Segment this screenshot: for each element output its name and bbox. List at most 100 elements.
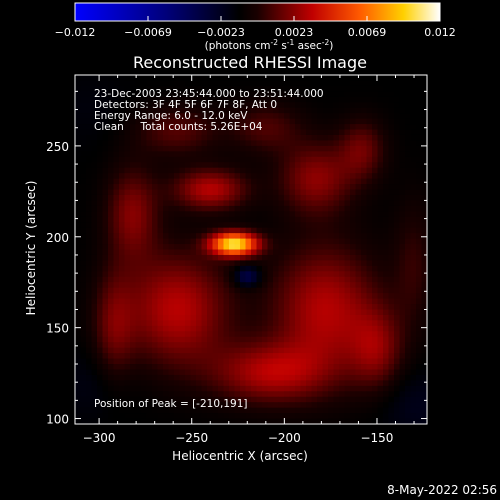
heatmap-cell [190, 189, 197, 196]
heatmap-cell [350, 227, 356, 234]
heatmap-cell [350, 260, 356, 267]
heatmap-cell [91, 254, 98, 261]
heatmap-cell [212, 222, 219, 229]
heatmap-cell [113, 129, 120, 136]
heatmap-cell [273, 391, 279, 398]
heatmap-cell [262, 129, 268, 136]
heatmap-cell [328, 260, 334, 267]
heatmap-cell [262, 265, 268, 272]
heatmap-cell [240, 369, 246, 376]
heatmap-cell [361, 145, 367, 152]
heatmap-cell [75, 162, 81, 169]
heatmap-cell [284, 140, 290, 147]
heatmap-cell [344, 347, 351, 354]
heatmap-cell [322, 140, 329, 147]
heatmap-cell [102, 260, 109, 267]
heatmap-cell [251, 374, 257, 381]
heatmap-cell [86, 342, 92, 349]
heatmap-cell [410, 282, 417, 289]
heatmap-cell [201, 200, 208, 207]
heatmap-cell [75, 336, 81, 343]
heatmap-cell [119, 227, 125, 234]
heatmap-cell [212, 96, 219, 103]
heatmap-cell [185, 222, 191, 229]
heatmap-cell [394, 211, 400, 218]
heatmap-cell [234, 227, 241, 234]
heatmap-cell [174, 205, 180, 212]
heatmap-cell [152, 244, 158, 250]
heatmap-cell [328, 189, 334, 196]
heatmap-cell [135, 260, 142, 267]
heatmap-cell [75, 233, 81, 239]
heatmap-cell [190, 75, 197, 81]
heatmap-cell [388, 380, 395, 387]
heatmap-cell [311, 331, 318, 338]
heatmap-cell [218, 124, 224, 130]
heatmap-cell [196, 113, 202, 120]
heatmap-cell [135, 194, 142, 201]
heatmap-cell [185, 216, 191, 223]
heatmap-cell [383, 402, 389, 409]
heatmap-cell [196, 145, 202, 152]
heatmap-cell [322, 347, 329, 354]
heatmap-cell [218, 211, 224, 218]
heatmap-cell [284, 167, 290, 174]
heatmap-cell [229, 385, 235, 392]
heatmap-cell [91, 113, 98, 120]
heatmap-cell [80, 391, 87, 398]
heatmap-cell [91, 402, 98, 409]
heatmap-cell [174, 156, 180, 163]
heatmap-cell [322, 91, 329, 98]
heatmap-cell [388, 85, 395, 92]
heatmap-cell [311, 227, 318, 234]
heatmap-cell [113, 80, 120, 87]
heatmap-cell [190, 353, 197, 359]
heatmap-cell [416, 140, 422, 147]
heatmap-cell [108, 102, 114, 109]
heatmap-cell [262, 227, 268, 234]
heatmap-cell [240, 320, 246, 327]
heatmap-cell [179, 145, 186, 152]
heatmap-cell [196, 320, 202, 327]
heatmap-cell [410, 342, 417, 349]
heatmap-cell [251, 276, 257, 283]
heatmap-cell [421, 402, 428, 409]
heatmap-cell [344, 107, 351, 114]
heatmap-cell [229, 134, 235, 141]
heatmap-cell [190, 173, 197, 180]
heatmap-cell [135, 249, 142, 256]
heatmap-cell [421, 194, 428, 201]
heatmap-cell [146, 91, 153, 98]
heatmap-cell [289, 80, 296, 87]
heatmap-cell [339, 347, 345, 354]
heatmap-cell [124, 80, 131, 87]
heatmap-cell [262, 385, 268, 392]
heatmap-cell [168, 96, 175, 103]
heatmap-cell [185, 238, 191, 245]
heatmap-cell [157, 304, 164, 310]
heatmap-cell [383, 282, 389, 289]
heatmap-cell [190, 331, 197, 338]
heatmap-cell [240, 140, 246, 147]
heatmap-cell [256, 85, 263, 92]
heatmap-cell [328, 222, 334, 229]
heatmap-cell [135, 75, 142, 81]
heatmap-cell [157, 211, 164, 218]
heatmap-cell [289, 129, 296, 136]
heatmap-cell [421, 254, 428, 261]
heatmap-cell [86, 145, 92, 152]
heatmap-cell [300, 380, 307, 387]
heatmap-cell [97, 200, 103, 207]
heatmap-cell [311, 85, 318, 92]
heatmap-cell [262, 80, 268, 87]
heatmap-cell [234, 325, 241, 332]
heatmap-cell [416, 162, 422, 169]
heatmap-cell [86, 156, 92, 163]
heatmap-cell [157, 91, 164, 98]
heatmap-cell [383, 254, 389, 261]
heatmap-cell [130, 102, 136, 109]
heatmap-cell [256, 347, 263, 354]
heatmap-cell [377, 222, 384, 229]
heatmap-cell [267, 238, 274, 245]
heatmap-cell [163, 265, 169, 272]
